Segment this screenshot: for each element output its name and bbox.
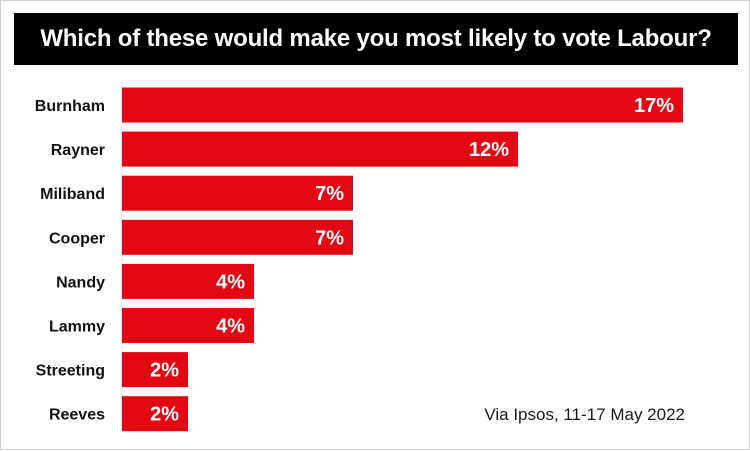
category-label: Miliband <box>40 186 105 203</box>
category-label: Streeting <box>36 363 105 380</box>
bar-lammy <box>122 308 254 343</box>
data-label: 2% <box>150 360 179 382</box>
category-label: Lammy <box>49 319 105 336</box>
data-label: 2% <box>150 404 179 426</box>
data-label: 7% <box>315 183 344 205</box>
data-label: 7% <box>315 227 344 249</box>
bar-rayner <box>122 131 518 167</box>
bar-cooper <box>122 219 353 255</box>
category-label: Burnham <box>35 98 105 115</box>
bar-miliband <box>122 175 353 211</box>
bar-burnham <box>122 87 683 123</box>
bar-streeting <box>122 352 188 388</box>
bar-nandy <box>122 263 254 299</box>
data-label: 4% <box>216 271 245 293</box>
data-label: 12% <box>469 139 509 161</box>
source-footnote: Via Ipsos, 11-17 May 2022 <box>484 405 685 424</box>
data-label: 17% <box>634 95 674 117</box>
chart-title: Which of these would make you most likel… <box>14 13 738 65</box>
data-label: 4% <box>216 316 245 338</box>
category-label: Nandy <box>56 274 105 291</box>
category-label: Rayner <box>51 142 105 159</box>
category-label: Cooper <box>49 230 105 247</box>
bar-reeves <box>122 396 188 432</box>
category-label: Reeves <box>49 407 105 424</box>
